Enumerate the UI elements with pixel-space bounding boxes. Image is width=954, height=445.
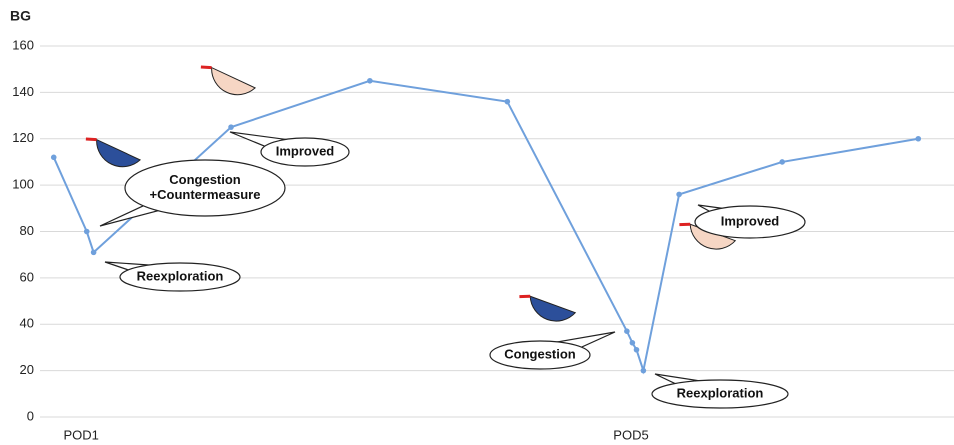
point bbox=[624, 328, 630, 335]
point bbox=[504, 98, 511, 105]
y-tick-label: 160 bbox=[12, 37, 34, 52]
x-tick-label: POD5 bbox=[613, 427, 648, 442]
point bbox=[915, 135, 922, 142]
callout-join bbox=[178, 268, 182, 286]
callout-join bbox=[717, 385, 723, 403]
y-tick-label: 20 bbox=[20, 362, 34, 377]
callout-join bbox=[747, 213, 753, 231]
x-tick-label: POD1 bbox=[64, 427, 99, 442]
callout: Reexploration bbox=[651, 373, 789, 409]
callout: Reexploration bbox=[104, 261, 241, 292]
point bbox=[676, 191, 682, 198]
point bbox=[90, 249, 97, 256]
icon-peach bbox=[679, 222, 737, 250]
icon-blue bbox=[519, 294, 577, 322]
icon-blue bbox=[85, 137, 142, 168]
point bbox=[367, 77, 373, 84]
point bbox=[640, 367, 647, 374]
callout-join bbox=[302, 143, 308, 161]
callout-text: Improved bbox=[276, 143, 335, 158]
callout-text: Congestion bbox=[169, 172, 241, 187]
callout-text: Reexploration bbox=[677, 385, 764, 400]
point bbox=[228, 124, 234, 130]
callout-join bbox=[201, 179, 209, 197]
callout-text: +Countermeasure bbox=[150, 187, 261, 202]
y-tick-label: 140 bbox=[12, 84, 34, 99]
y-tick-label: 80 bbox=[20, 223, 34, 238]
y-tick-label: 120 bbox=[12, 130, 34, 145]
callout-text: Congestion bbox=[504, 346, 576, 361]
y-tick-label: 100 bbox=[12, 177, 34, 192]
point bbox=[633, 346, 640, 353]
point bbox=[83, 228, 90, 235]
point bbox=[779, 159, 785, 165]
callout: Congestion bbox=[489, 331, 616, 370]
point bbox=[629, 340, 636, 346]
icon-peach bbox=[200, 65, 257, 96]
callout-text: Reexploration bbox=[137, 268, 224, 283]
y-tick-label: 40 bbox=[20, 316, 34, 331]
callout: Improved bbox=[229, 131, 350, 167]
callout: Improved bbox=[694, 204, 806, 239]
icons bbox=[85, 65, 737, 322]
callout-join bbox=[537, 346, 543, 364]
point bbox=[50, 154, 57, 161]
callout: Congestion+Countermeasure bbox=[99, 159, 286, 227]
callout-text: Improved bbox=[721, 213, 780, 228]
y-tick-label: 0 bbox=[27, 408, 34, 423]
y-axis-title: BG bbox=[10, 8, 31, 24]
y-tick-label: 60 bbox=[20, 269, 34, 284]
